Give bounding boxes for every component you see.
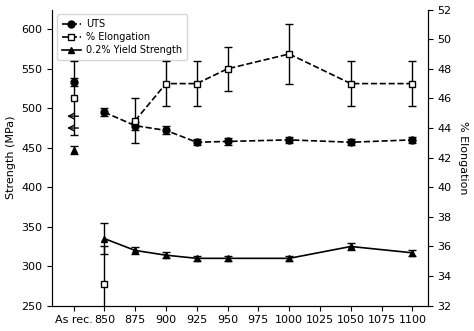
Legend: UTS, % Elongation, 0.2% Yield Strength: UTS, % Elongation, 0.2% Yield Strength xyxy=(57,15,187,60)
Y-axis label: % Elongation: % Elongation xyxy=(458,121,468,194)
Y-axis label: Strength (MPa): Strength (MPa) xyxy=(6,116,16,199)
